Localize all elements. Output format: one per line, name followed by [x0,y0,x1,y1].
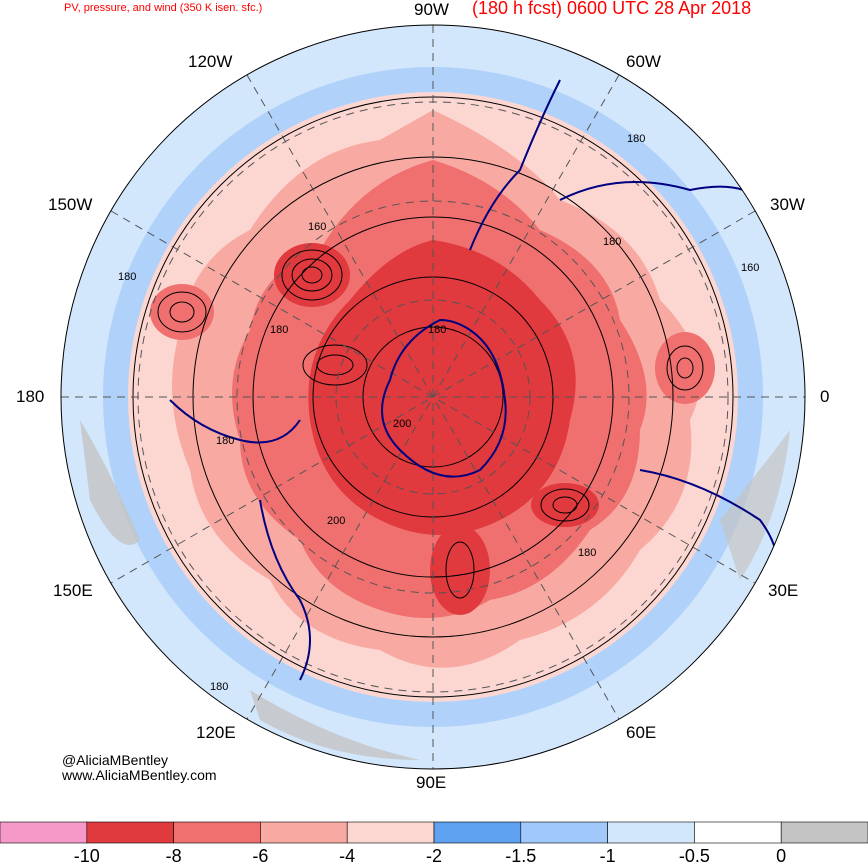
colorbar-label: -6 [252,846,269,866]
colorbar-swatch [86,821,174,844]
contour-label: 200 [327,515,345,527]
colorbar-swatch [780,821,868,844]
colorbar-label: -2 [425,846,443,866]
colorbar-swatch [260,821,348,844]
lon-label-30w: 30W [770,195,805,214]
lon-label-180: 180 [16,387,45,406]
colorbar-label: -1.5 [505,846,537,866]
colorbar-swatch [173,821,261,844]
pv-field-dark-red [308,240,576,535]
contour-label: 160 [308,221,326,233]
map-border [60,24,806,770]
lon-label-0: 0 [820,387,830,406]
lon-label-60w: 60W [626,52,661,71]
credit-website: www.AliciaMBentley.com [62,767,217,783]
colorbar-label: -10 [73,846,100,866]
product-title: PV, pressure, and wind (350 K isen. sfc.… [64,2,263,14]
colorbar-label: -4 [339,846,356,866]
contour-label: 180 [603,236,621,248]
colorbar-swatch [433,821,522,844]
colorbar-label: -1 [599,846,616,866]
lon-label-150w: 150W [48,195,93,214]
contour-labels: 180 160 180 160 180 180 180 200 200 180 … [118,133,759,693]
contour-label: 180 [118,271,136,283]
contour-label: 180 [578,547,596,559]
lon-label-90e: 90E [416,773,447,792]
contour-label: 160 [741,262,759,274]
contour-label: 200 [393,418,411,430]
colorbar-swatch [694,821,782,844]
colorbar [0,821,868,844]
colorbar-label: -0.5 [678,846,710,866]
colorbar-label: -8 [165,846,182,866]
lon-label-150e: 150E [53,581,93,600]
colorbar-swatch [607,821,695,844]
contour-label: 180 [627,133,645,145]
contour-label: 180 [210,681,228,693]
credit-twitter: @AliciaMBentley [62,752,169,768]
lon-label-90w: 90W [414,0,449,19]
contour-label: 180 [428,324,446,336]
colorbar-swatch [520,821,608,844]
colorbar-swatch [346,821,435,844]
colorbar-swatch [0,821,88,844]
graticule [61,25,805,769]
lon-label-60e: 60E [626,723,657,742]
contour-label: 180 [216,435,234,447]
lon-label-30e: 30E [768,581,799,600]
lon-label-120w: 120W [188,52,233,71]
lon-label-120e: 120E [196,723,236,742]
forecast-time: (180 h fcst) 0600 UTC 28 Apr 2018 [472,0,752,18]
colorbar-label: 0 [776,846,787,866]
contour-label: 180 [270,324,288,336]
